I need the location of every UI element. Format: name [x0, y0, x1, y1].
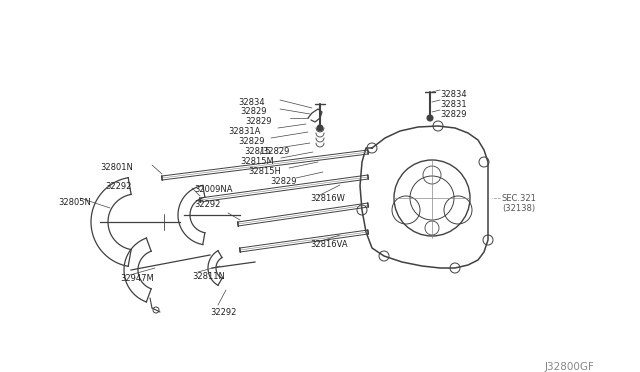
Circle shape: [427, 115, 433, 121]
Text: SEC.321: SEC.321: [502, 194, 537, 203]
Text: J32800GF: J32800GF: [545, 362, 595, 372]
Text: 32815H: 32815H: [248, 167, 281, 176]
Text: 32292: 32292: [194, 200, 220, 209]
Text: 32829: 32829: [240, 107, 266, 116]
Text: (32138): (32138): [502, 204, 535, 213]
Text: 32831A: 32831A: [228, 127, 260, 136]
Text: 32834: 32834: [238, 98, 264, 107]
Text: 32829: 32829: [238, 137, 264, 146]
Text: 32815M: 32815M: [240, 157, 274, 166]
Text: 32292: 32292: [210, 308, 236, 317]
Text: 32805N: 32805N: [58, 198, 91, 207]
Text: 32815: 32815: [244, 147, 271, 156]
Text: 32829: 32829: [440, 110, 467, 119]
Text: 32801N: 32801N: [100, 163, 133, 172]
Text: /32829: /32829: [260, 147, 289, 156]
Text: 32292: 32292: [105, 182, 131, 191]
Text: 32816W: 32816W: [310, 194, 345, 203]
Text: 32947M: 32947M: [120, 274, 154, 283]
Text: 32829: 32829: [245, 117, 271, 126]
Text: 32009NA: 32009NA: [194, 185, 232, 194]
Text: 32829: 32829: [270, 177, 296, 186]
Text: 32834: 32834: [440, 90, 467, 99]
Text: 32831: 32831: [440, 100, 467, 109]
Text: 32811N: 32811N: [192, 272, 225, 281]
Circle shape: [317, 125, 323, 131]
Text: 32816VA: 32816VA: [310, 240, 348, 249]
